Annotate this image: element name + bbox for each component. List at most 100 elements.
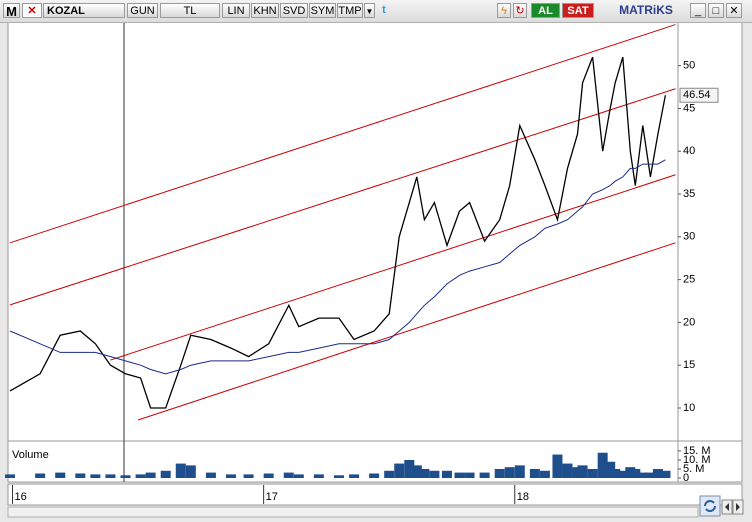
volume-bar (552, 454, 563, 478)
trend-line (9, 88, 676, 306)
close-symbol[interactable]: ✕ (22, 3, 42, 18)
last-value-label: 46.54 (683, 89, 711, 101)
volume-bar (160, 470, 171, 478)
toolbar-button[interactable]: SVD (280, 3, 308, 18)
y-tick-label: 5. M (683, 463, 704, 475)
y-tick-label: 20 (683, 316, 695, 328)
y-tick-label: 40 (683, 145, 695, 157)
volume-bar (384, 470, 395, 478)
volume-bar (605, 461, 616, 478)
x-tick-label: 17 (266, 491, 278, 503)
volume-bar (283, 472, 294, 478)
refresh-icon[interactable]: ↻ (513, 3, 527, 18)
volume-bar (55, 472, 66, 478)
volume-title: Volume (12, 449, 49, 461)
trend-line (110, 174, 676, 361)
trend-line (137, 242, 676, 421)
y-tick-label: 35 (683, 188, 695, 200)
alert-icon[interactable]: ϟ (497, 3, 511, 18)
maximize[interactable]: □ (708, 3, 724, 18)
volume-bar (652, 468, 663, 478)
volume-bar (185, 465, 196, 478)
volume-bar (313, 474, 324, 478)
toolbar-button[interactable]: TMP (337, 3, 363, 18)
volume-bar (404, 459, 415, 478)
volume-bar (514, 465, 525, 478)
y-tick-label: 45 (683, 102, 695, 114)
toolbar: M ✕ KOZAL GUN TL LIN KHN SVD SYM TMP ▼ t… (0, 0, 752, 23)
volume-bar (464, 472, 475, 478)
volume-bar (479, 472, 490, 478)
volume-bar (145, 472, 156, 478)
volume-bar (225, 474, 236, 478)
volume-bar (617, 470, 628, 478)
y-tick-label: 10. M (683, 454, 711, 466)
volume-bar (660, 470, 671, 478)
scrollbar[interactable] (7, 506, 699, 518)
buy-button[interactable]: AL (531, 3, 560, 18)
x-tick-label: 18 (517, 491, 529, 503)
volume-bar (35, 473, 46, 478)
volume-bar (630, 468, 641, 478)
plot-bg (7, 21, 743, 483)
x-icon: ✕ (27, 5, 37, 17)
volume-bar (120, 475, 131, 478)
dropdown[interactable]: ▼ (364, 3, 375, 18)
volume-bar (610, 468, 621, 478)
refresh-button[interactable] (699, 495, 721, 517)
y-tick-label: 0 (683, 472, 689, 484)
sell-button[interactable]: SAT (562, 3, 594, 18)
period[interactable]: GUN (127, 3, 158, 18)
y-tick-label: 25 (683, 274, 695, 286)
last-value-box (679, 87, 719, 103)
toolbar-button[interactable]: SYM (309, 3, 336, 18)
volume-bar (539, 470, 550, 478)
x-axis-strip (7, 483, 743, 506)
volume-bar (105, 474, 116, 478)
currency[interactable]: TL (160, 3, 220, 18)
refresh-icon (704, 500, 716, 512)
volume-bar (562, 463, 573, 478)
volume-bar (454, 472, 465, 478)
volume-bar (369, 473, 380, 478)
toolbar-button[interactable]: LIN (222, 3, 250, 18)
volume-bar (135, 474, 146, 478)
volume-bar (587, 468, 598, 478)
volume-bar (529, 468, 540, 478)
price-line (9, 56, 667, 409)
volume-bar (333, 475, 344, 478)
volume-bar (441, 470, 452, 478)
trend-line (9, 24, 676, 244)
y-tick-label: 10 (683, 402, 695, 414)
volume-bar (175, 463, 186, 478)
logo[interactable]: M (3, 3, 20, 19)
volume-bar (572, 467, 583, 478)
y-tick-label: 30 (683, 231, 695, 243)
toolbar-button[interactable]: KHN (251, 3, 279, 18)
volume-bar (394, 463, 405, 478)
minimize[interactable]: _ (690, 3, 706, 18)
volume-bar (349, 474, 360, 478)
volume-bar (411, 465, 422, 478)
volume-bar (597, 452, 608, 478)
volume-bar (75, 473, 86, 478)
x-tick-label: 16 (15, 491, 27, 503)
average-line (9, 159, 666, 375)
twitter[interactable]: t (382, 4, 386, 16)
volume-bar (625, 467, 636, 478)
close[interactable]: ✕ (726, 3, 742, 18)
symbol[interactable]: KOZAL (43, 3, 125, 18)
volume-bar (577, 465, 588, 478)
scroll-arrows (725, 503, 740, 511)
y-tick-label: 15 (683, 359, 695, 371)
volume-bar (5, 474, 15, 478)
volume-bar (243, 474, 254, 478)
volume-bar (90, 474, 101, 478)
y-tick-label: 15. M (683, 445, 711, 457)
volume-bar (504, 467, 515, 478)
volume-bar (263, 473, 274, 478)
volume-bar (494, 468, 505, 478)
volume-bar (419, 468, 430, 478)
